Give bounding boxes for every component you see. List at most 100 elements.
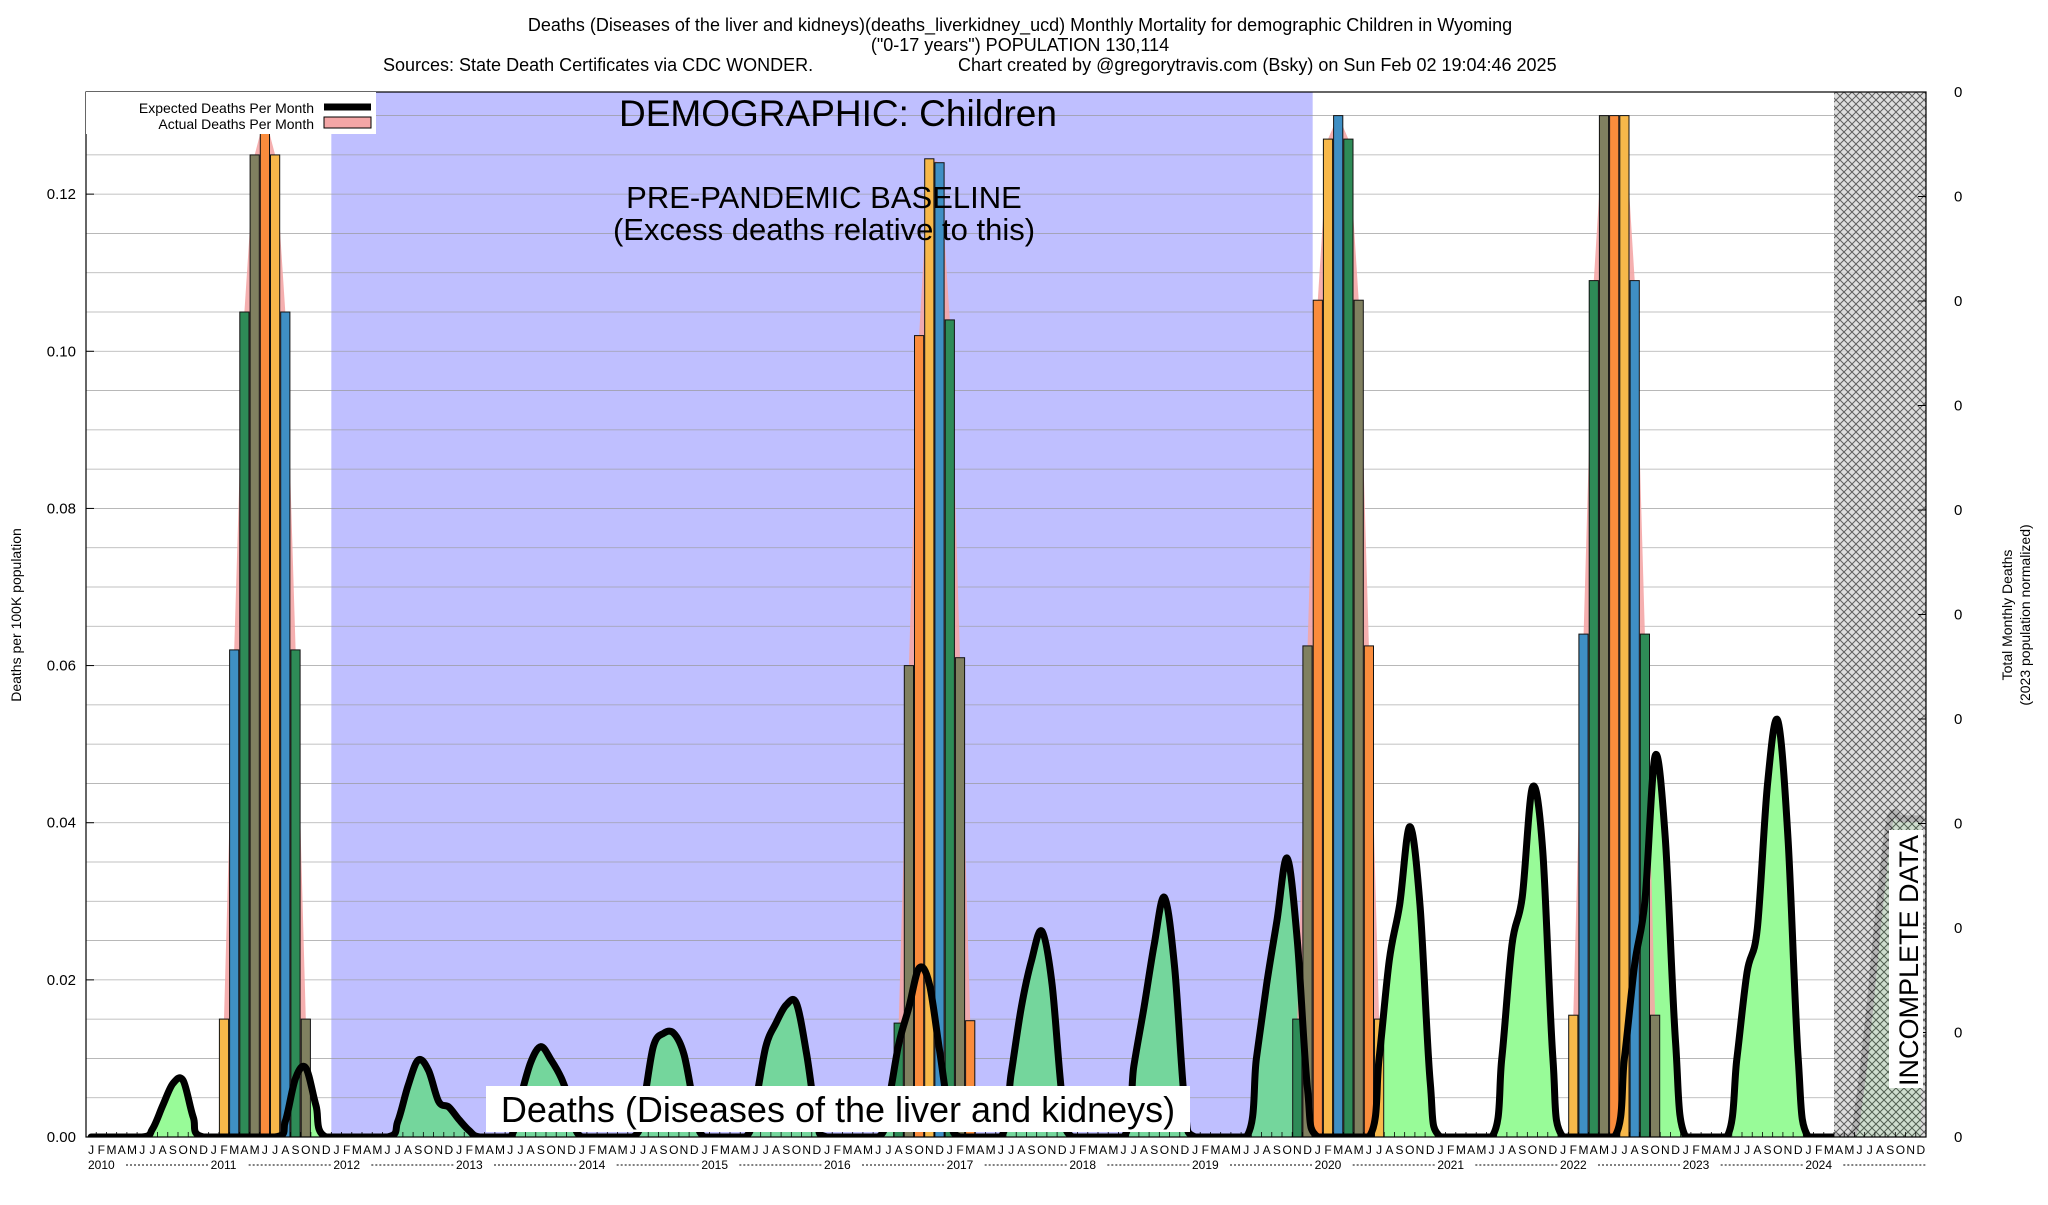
incomplete-data-label-group: INCOMPLETE DATA	[1889, 830, 1924, 1088]
x-month-label: J	[875, 1143, 881, 1157]
expected-area-layer	[91, 719, 1921, 1137]
x-month-label: O	[1282, 1143, 1291, 1157]
x-month-label: O	[301, 1143, 310, 1157]
actual-deaths-bar	[914, 335, 925, 1137]
right-tick-label: 0	[1954, 293, 1962, 310]
x-month-label: J	[1376, 1143, 1382, 1157]
x-month-label: S	[1273, 1143, 1281, 1157]
y-axis-title: Deaths per 100K population	[8, 528, 24, 702]
actual-deaths-bar	[954, 657, 966, 1137]
x-year-label: 2017	[947, 1158, 974, 1172]
x-month-label: J	[1366, 1143, 1372, 1157]
actual-deaths-bar	[218, 1018, 230, 1137]
x-month-label: N	[1906, 1143, 1915, 1157]
x-month-label: D	[199, 1143, 208, 1157]
x-year-label: 2012	[333, 1158, 360, 1172]
x-month-label: F	[956, 1143, 963, 1157]
actual-deaths-bar	[290, 649, 301, 1137]
x-month-label: F	[1570, 1143, 1577, 1157]
x-month-label: F	[1202, 1143, 1209, 1157]
x-month-label: F	[220, 1143, 227, 1157]
x-month-label: D	[813, 1143, 822, 1157]
x-month-label: N	[1538, 1143, 1547, 1157]
y-tick-label: 0.00	[47, 1129, 76, 1146]
x-month-label: S	[292, 1143, 300, 1157]
expected-deaths-line	[87, 715, 1925, 1137]
x-month-label: M	[475, 1143, 485, 1157]
x-month-label: D	[1671, 1143, 1680, 1157]
x-month-label: N	[557, 1143, 566, 1157]
x-month-label: J	[1437, 1143, 1443, 1157]
x-month-label: J	[456, 1143, 462, 1157]
x-month-label: J	[947, 1143, 953, 1157]
chart-credit: Chart created by @gregorytravis.com (Bsk…	[958, 55, 1557, 75]
x-month-label: F	[1815, 1143, 1822, 1157]
legend-entry-actual: Actual Deaths Per Month	[158, 116, 314, 132]
x-month-label: J	[1253, 1143, 1259, 1157]
x-month-label: M	[372, 1143, 382, 1157]
right-axis-title-line2: (2023 population normalized)	[2017, 524, 2033, 705]
x-month-label: A	[1017, 1143, 1025, 1157]
x-month-label: J	[998, 1143, 1004, 1157]
y-tick-label: 0.04	[47, 815, 76, 832]
x-month-label: N	[1170, 1143, 1179, 1157]
actual-deaths-bar	[1629, 280, 1640, 1137]
x-month-label: J	[763, 1143, 769, 1157]
actual-deaths-bar	[229, 649, 240, 1137]
x-month-label: J	[517, 1143, 523, 1157]
actual-deaths-bar	[924, 158, 935, 1137]
x-month-label: A	[281, 1143, 289, 1157]
actual-deaths-bar	[1333, 115, 1344, 1137]
x-month-label: A	[1508, 1143, 1516, 1157]
x-year-label: 2024	[1805, 1158, 1832, 1172]
x-year-label: 2014	[579, 1158, 606, 1172]
x-month-label: O	[1650, 1143, 1659, 1157]
y-tick-label: 0.10	[47, 343, 76, 360]
x-month-label: J	[1008, 1143, 1014, 1157]
x-month-label: O	[1773, 1143, 1782, 1157]
x-month-label: S	[1150, 1143, 1158, 1157]
x-month-label: M	[1722, 1143, 1732, 1157]
x-month-label: F	[1324, 1143, 1331, 1157]
x-month-label: A	[772, 1143, 780, 1157]
x-year-label: 2011	[211, 1158, 237, 1172]
x-month-label: O	[792, 1143, 801, 1157]
actual-deaths-bar	[903, 665, 914, 1137]
x-month-label: M	[965, 1143, 975, 1157]
x-month-label: A	[159, 1143, 167, 1157]
actual-deaths-bar	[1609, 115, 1620, 1137]
x-month-label: A	[527, 1143, 535, 1157]
x-month-label: J	[640, 1143, 646, 1157]
x-month-label: S	[1886, 1143, 1894, 1157]
x-month-label: J	[333, 1143, 339, 1157]
x-month-label: J	[1611, 1143, 1617, 1157]
x-month-label: M	[1579, 1143, 1589, 1157]
x-month-label: A	[1222, 1143, 1230, 1157]
x-month-label: F	[588, 1143, 595, 1157]
x-month-label: O	[546, 1143, 555, 1157]
actual-deaths-bar	[1322, 138, 1334, 1137]
actual-deaths-bar	[1302, 645, 1313, 1137]
x-month-label: M	[1476, 1143, 1486, 1157]
demographic-label: DEMOGRAPHIC: Children	[619, 93, 1057, 134]
x-month-label: A	[1835, 1143, 1843, 1157]
actual-deaths-bar	[934, 162, 945, 1137]
actual-deaths-bar	[239, 311, 250, 1137]
x-month-label: J	[824, 1143, 830, 1157]
x-month-label: M	[127, 1143, 137, 1157]
x-month-label: D	[445, 1143, 454, 1157]
right-tick-label: 0	[1954, 189, 1962, 206]
x-month-label: J	[1867, 1143, 1873, 1157]
right-tick-label: 0	[1954, 920, 1962, 937]
x-month-label: M	[618, 1143, 628, 1157]
y-tick-label: 0.06	[47, 658, 76, 675]
x-month-label: M	[597, 1143, 607, 1157]
x-month-label: M	[352, 1143, 362, 1157]
x-month-label: J	[1805, 1143, 1811, 1157]
actual-deaths-bar	[1619, 115, 1630, 1137]
x-month-label: J	[211, 1143, 217, 1157]
expected-line-layer	[87, 715, 1925, 1137]
x-month-label: J	[139, 1143, 145, 1157]
x-month-label: O	[1896, 1143, 1905, 1157]
right-tick-label: 0	[1954, 502, 1962, 519]
